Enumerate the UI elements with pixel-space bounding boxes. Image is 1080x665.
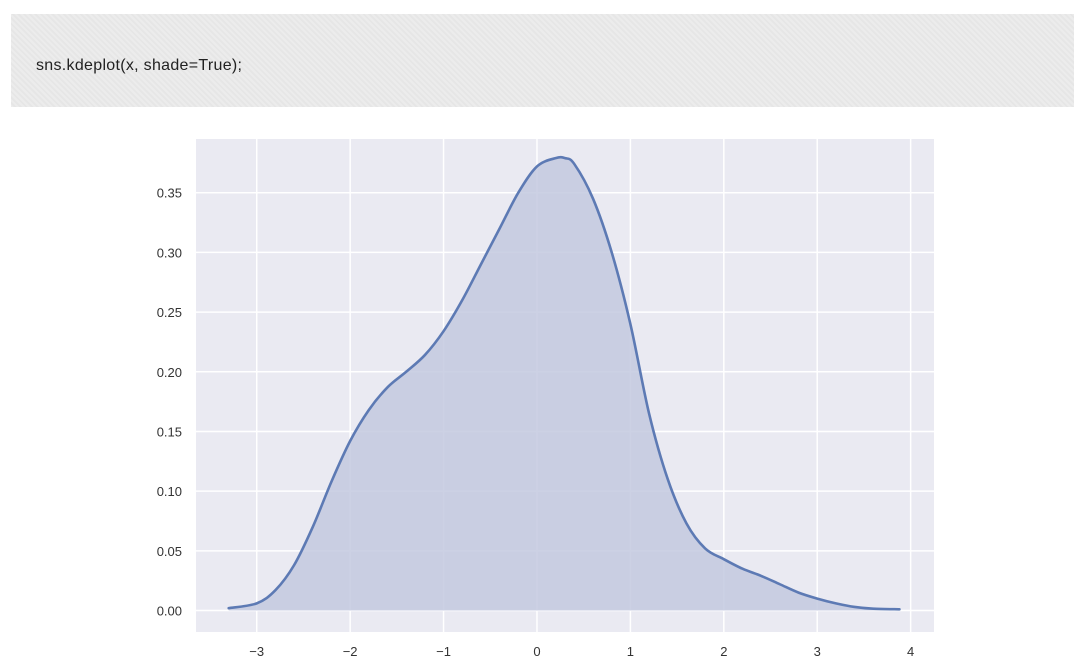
x-tick-label: 3: [814, 644, 821, 659]
x-tick-label: 0: [533, 644, 540, 659]
x-tick-label: −1: [436, 644, 451, 659]
x-tick-label: 2: [720, 644, 727, 659]
y-tick-label: 0.10: [157, 484, 182, 499]
y-tick-label: 0.20: [157, 365, 182, 380]
kde-line: [227, 155, 901, 611]
y-tick-label: 0.30: [157, 245, 182, 260]
x-tick-label: 4: [907, 644, 914, 659]
x-tick-label: 1: [627, 644, 634, 659]
y-axis-ticks: 0.00 0.05 0.10 0.15 0.20 0.25 0.30 0.35: [157, 186, 182, 619]
y-tick-label: 0.00: [157, 604, 182, 619]
y-tick-label: 0.35: [157, 186, 182, 201]
y-tick-label: 0.15: [157, 424, 182, 439]
x-tick-label: −3: [249, 644, 264, 659]
kde-fill-area: [228, 157, 900, 611]
y-tick-label: 0.25: [157, 305, 182, 320]
x-tick-label: −2: [343, 644, 358, 659]
code-cell[interactable]: sns.kdeplot(x, shade=True);: [11, 14, 1074, 107]
y-tick-label: 0.05: [157, 544, 182, 559]
code-text: sns.kdeplot(x, shade=True);: [36, 57, 243, 74]
x-axis-ticks: −3 −2 −1 0 1 2 3 4: [249, 644, 914, 659]
